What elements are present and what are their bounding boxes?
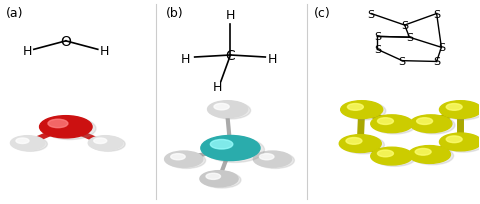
Circle shape — [374, 117, 416, 134]
Text: H: H — [226, 9, 235, 22]
Circle shape — [168, 153, 205, 169]
Circle shape — [408, 146, 450, 164]
Circle shape — [341, 101, 383, 119]
Text: S: S — [374, 45, 381, 55]
Circle shape — [91, 137, 125, 152]
Circle shape — [165, 151, 203, 167]
Text: S: S — [374, 32, 381, 42]
Text: H: H — [180, 52, 190, 65]
Circle shape — [48, 120, 68, 128]
Circle shape — [443, 103, 480, 120]
Text: S: S — [406, 33, 413, 43]
Circle shape — [346, 138, 362, 145]
Text: H: H — [268, 52, 277, 65]
Circle shape — [207, 101, 248, 118]
Circle shape — [211, 102, 251, 119]
Circle shape — [410, 115, 452, 133]
Circle shape — [371, 115, 413, 133]
Circle shape — [260, 154, 274, 160]
Circle shape — [39, 116, 92, 138]
Circle shape — [417, 118, 432, 125]
Circle shape — [201, 136, 260, 161]
Circle shape — [13, 137, 48, 152]
Circle shape — [256, 153, 294, 169]
Circle shape — [16, 138, 29, 144]
Text: S: S — [401, 21, 408, 31]
Circle shape — [253, 151, 291, 167]
Text: (b): (b) — [166, 7, 184, 20]
Text: H: H — [213, 80, 222, 93]
Circle shape — [210, 140, 233, 149]
Text: S: S — [433, 57, 440, 67]
Circle shape — [415, 149, 431, 155]
Circle shape — [413, 117, 455, 134]
Circle shape — [206, 173, 220, 180]
Circle shape — [377, 150, 394, 157]
Circle shape — [440, 101, 480, 119]
Circle shape — [200, 171, 238, 187]
Text: S: S — [433, 10, 440, 19]
Text: S: S — [399, 56, 406, 66]
Circle shape — [440, 133, 480, 151]
Circle shape — [412, 147, 454, 165]
Circle shape — [348, 104, 363, 111]
Circle shape — [374, 149, 416, 166]
Text: S: S — [438, 43, 445, 53]
Circle shape — [443, 135, 480, 152]
Circle shape — [214, 104, 229, 110]
Circle shape — [205, 138, 264, 163]
Text: H: H — [99, 45, 108, 58]
Circle shape — [94, 138, 107, 144]
Circle shape — [446, 136, 462, 143]
Circle shape — [339, 135, 381, 153]
Text: (a): (a) — [6, 7, 24, 20]
Circle shape — [342, 136, 384, 154]
Circle shape — [371, 147, 413, 165]
Text: O: O — [60, 35, 71, 49]
Circle shape — [446, 104, 462, 111]
Circle shape — [44, 118, 96, 140]
Circle shape — [171, 154, 185, 160]
Circle shape — [377, 118, 394, 125]
Circle shape — [11, 136, 45, 151]
Text: (c): (c) — [314, 7, 331, 20]
Circle shape — [344, 103, 386, 120]
Circle shape — [88, 136, 122, 151]
Text: C: C — [226, 49, 235, 63]
Circle shape — [203, 172, 241, 188]
Text: S: S — [368, 10, 375, 19]
Text: H: H — [23, 45, 32, 58]
